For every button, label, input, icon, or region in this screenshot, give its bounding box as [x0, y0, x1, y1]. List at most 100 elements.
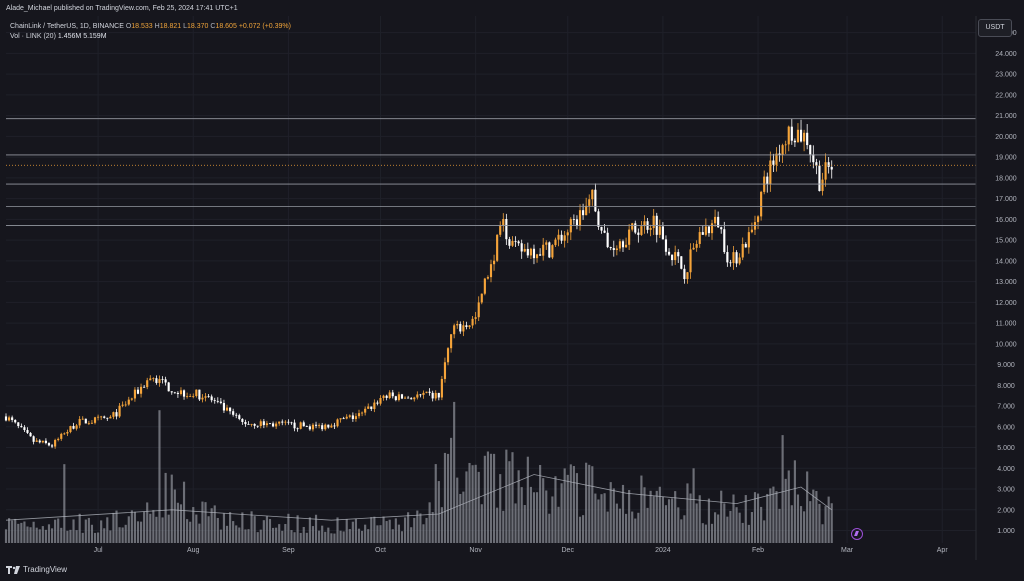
candle-body	[176, 392, 179, 395]
volume-label[interactable]: Vol · LINK (20)	[10, 33, 56, 40]
volume-bar	[585, 462, 588, 543]
volume-bar	[744, 495, 747, 543]
volume-bar	[704, 524, 707, 543]
candle-body	[26, 430, 29, 433]
time-tick-label: Jul	[94, 547, 103, 554]
volume-bar	[253, 516, 256, 543]
volume-bar	[35, 527, 38, 543]
lightning-icon[interactable]	[851, 528, 863, 540]
volume-bar	[26, 526, 29, 543]
candle-body	[357, 413, 361, 417]
volume-bar	[367, 529, 370, 543]
volume-bar	[7, 518, 11, 543]
volume-bar	[471, 465, 474, 543]
volume-bar	[204, 502, 207, 543]
candle-body	[38, 440, 41, 443]
volume-bar	[130, 510, 133, 543]
volume-bar	[213, 505, 216, 543]
candle-body	[618, 241, 621, 249]
volume-bar	[229, 512, 232, 543]
price-tick-label: 23.000	[995, 72, 1017, 79]
candle-body	[572, 219, 575, 220]
volume-bar	[161, 517, 164, 543]
candle-body	[127, 399, 130, 405]
volume-bar	[302, 526, 305, 543]
candle-body	[143, 386, 146, 388]
candle-body	[308, 426, 311, 430]
volume-bar	[11, 520, 14, 543]
candle-body	[186, 396, 189, 398]
price-tick-label: 6.000	[997, 424, 1015, 431]
volume-bar	[809, 501, 812, 543]
volume-bar	[671, 498, 674, 543]
candle-body	[136, 389, 140, 394]
candle-body	[667, 251, 671, 255]
candle-body	[443, 362, 447, 379]
high-value: 18.821	[159, 23, 182, 30]
candle-body	[293, 422, 296, 429]
price-tick-label: 22.000	[995, 92, 1017, 99]
volume-bar	[830, 503, 833, 543]
candle-body	[84, 418, 87, 424]
candle-body	[511, 240, 514, 246]
volume-bar	[195, 514, 198, 543]
volume-bar	[32, 521, 35, 543]
candle-body	[345, 416, 348, 419]
volume-bar	[373, 516, 376, 543]
footer: TradingView	[6, 565, 67, 574]
volume-bar	[784, 478, 787, 543]
volume-bar	[198, 523, 201, 543]
volume-bar	[14, 518, 17, 543]
volume-bar	[235, 525, 238, 543]
candle-body	[535, 254, 539, 259]
candle-body	[689, 249, 692, 273]
candle-body	[468, 325, 471, 328]
volume-bar	[793, 460, 796, 543]
candle-body	[66, 432, 69, 434]
candle-body	[551, 245, 554, 258]
candle-body	[244, 421, 247, 425]
volume-bar	[78, 513, 81, 543]
price-tick-label: 17.000	[995, 196, 1017, 203]
volume-bar	[729, 510, 732, 543]
candle-body	[480, 293, 483, 303]
candle-body	[57, 438, 60, 440]
candle-body	[265, 423, 268, 426]
volume-bar	[588, 464, 591, 543]
candle-body	[410, 398, 413, 400]
candle-body	[201, 397, 204, 400]
candle-body	[336, 419, 339, 427]
candle-body	[87, 423, 90, 425]
symbol-title[interactable]: ChainLink / TetherUS, 1D, BINANCE	[10, 23, 124, 30]
volume-bar	[311, 526, 315, 543]
currency-button[interactable]: USDT	[978, 19, 1012, 37]
candle-body	[597, 211, 600, 227]
volume-bar	[364, 524, 367, 543]
volume-bar	[57, 518, 60, 543]
volume-bar	[370, 517, 373, 543]
volume-bar	[69, 529, 72, 543]
candle-body	[548, 242, 551, 258]
candle-body	[806, 132, 809, 146]
volume-bar	[41, 526, 44, 543]
volume-bar	[569, 464, 572, 543]
price-tick-label: 2.000	[997, 507, 1015, 514]
candle-body	[170, 391, 173, 393]
candle-body	[118, 405, 121, 417]
candle-body	[370, 406, 373, 410]
volume-bar	[545, 490, 548, 543]
candle-body	[361, 412, 364, 414]
volume-bar	[680, 519, 683, 543]
price-tick-label: 7.000	[997, 404, 1015, 411]
candle-body	[612, 248, 615, 251]
volume-bar	[124, 524, 127, 543]
volume-bar	[176, 502, 179, 543]
candle-body	[139, 386, 143, 394]
candle-body	[799, 129, 803, 142]
candle-body	[7, 417, 11, 421]
time-tick-label: Dec	[562, 547, 575, 554]
candle-body	[133, 389, 136, 399]
candle-body	[486, 277, 490, 279]
volume-bar	[54, 519, 57, 543]
